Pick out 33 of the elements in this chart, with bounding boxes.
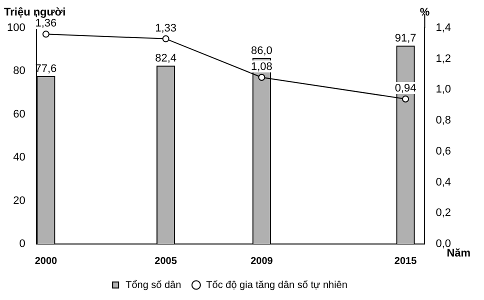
y2-tick-label: 0,2 xyxy=(436,207,452,220)
x-tick-label: 2015 xyxy=(394,256,418,267)
y-tick-label: 100 xyxy=(6,22,26,34)
y-tick-label: 60 xyxy=(13,108,26,120)
y2-tick-label: 1,0 xyxy=(436,84,452,96)
data-label: 91,7 xyxy=(394,32,416,44)
point xyxy=(42,30,50,38)
data-label: 0,94 xyxy=(394,82,416,95)
y2-axis-title: % xyxy=(420,6,430,19)
point xyxy=(258,74,266,81)
legend-label: Tổng số dân xyxy=(126,278,182,291)
y2-tick-label: 1,4 xyxy=(436,22,452,34)
y2-tick-label: 1,2 xyxy=(436,52,452,65)
x-axis-title: Năm xyxy=(446,248,471,260)
data-label: 1,33 xyxy=(155,22,177,34)
data-label: 86,0 xyxy=(250,44,272,57)
y-tick-label: 20 xyxy=(13,194,26,207)
x-tick-label: 2005 xyxy=(154,256,178,267)
data-label: 1,08 xyxy=(250,60,272,73)
y2-tick-label: 0,8 xyxy=(436,114,452,127)
legend-label: Tốc độ gia tăng dân số tự nhiên xyxy=(206,280,348,291)
y2-tick-label: 0,6 xyxy=(436,145,452,158)
y-tick-label: 0 xyxy=(19,238,26,250)
y-tick-label: 40 xyxy=(13,152,26,164)
data-label: 82,4 xyxy=(155,52,177,65)
x-tick-label: 2009 xyxy=(250,256,274,267)
data-label: 1,36 xyxy=(35,18,57,30)
y-axis-title: Triệu người xyxy=(4,6,66,19)
y-tick-label: 80 xyxy=(13,65,26,78)
point xyxy=(162,35,170,42)
x-tick-label: 2000 xyxy=(34,256,58,267)
point xyxy=(402,95,410,102)
y2-tick-label: 0,4 xyxy=(436,176,452,188)
